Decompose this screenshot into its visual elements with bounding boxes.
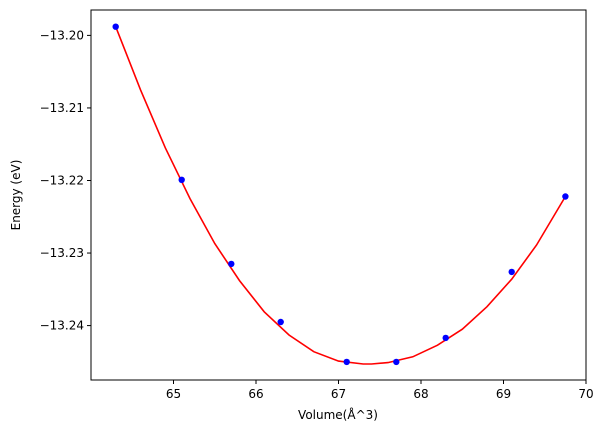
data-point — [112, 23, 119, 30]
fit-curve-line — [114, 26, 567, 365]
plot-area — [91, 10, 586, 380]
y-tick-label: −13.22 — [40, 173, 84, 187]
fit-curve-layer — [114, 26, 567, 365]
y-tick-label: −13.24 — [40, 319, 84, 333]
x-tick-label: 69 — [496, 387, 511, 401]
x-axis-label: Volume(Å^3) — [298, 407, 378, 422]
x-tick-label: 65 — [166, 387, 181, 401]
x-tick-label: 68 — [413, 387, 428, 401]
data-point — [393, 358, 400, 366]
y-tick-label: −13.21 — [40, 101, 84, 115]
y-axis-ticks: −13.20 −13.21 −13.22 −13.23 −13.24 — [40, 28, 91, 333]
y-axis-label: Energy (eV) — [9, 160, 23, 231]
y-tick-label: −13.20 — [40, 28, 84, 42]
data-point — [442, 334, 449, 342]
data-point — [508, 268, 515, 276]
y-tick-label: −13.23 — [40, 246, 84, 260]
data-point — [178, 176, 185, 183]
data-points-layer — [112, 23, 569, 366]
data-point — [228, 260, 235, 268]
data-point — [277, 318, 284, 326]
data-point — [343, 358, 350, 366]
x-tick-label: 67 — [331, 387, 346, 401]
x-axis-ticks: 65 66 67 68 69 70 — [166, 380, 594, 401]
data-point — [562, 193, 569, 200]
x-tick-label: 70 — [578, 387, 593, 401]
x-tick-label: 66 — [248, 387, 263, 401]
